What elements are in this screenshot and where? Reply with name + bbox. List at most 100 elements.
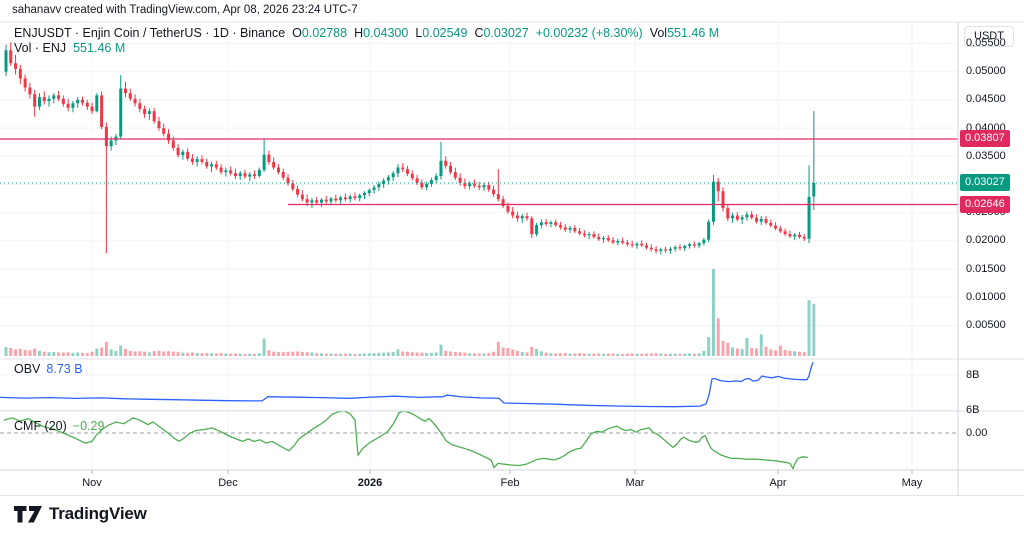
obv-indicator-legend[interactable]: OBV 8.73 B: [14, 362, 83, 376]
volume-bar: [726, 342, 730, 356]
candle-body: [716, 181, 720, 192]
candle-body: [501, 199, 505, 206]
symbol-title[interactable]: ENJUSDT · Enjin Coin / TetherUS · 1D · B…: [14, 26, 286, 40]
candle-body: [659, 249, 663, 252]
candle-body: [515, 215, 519, 219]
candle-body: [673, 247, 677, 249]
volume-bar: [305, 352, 309, 356]
candle-body: [124, 88, 127, 94]
ohlc-values: O0.02788 H0.04300 L0.02549 C0.03027: [285, 26, 529, 40]
cmf-indicator-title[interactable]: CMF (20): [14, 419, 67, 433]
candle-body: [582, 233, 586, 236]
candle-body: [530, 218, 534, 235]
candle-body: [28, 87, 32, 95]
volume-bar: [324, 353, 328, 356]
candle-body: [176, 147, 180, 156]
obv-indicator-title[interactable]: OBV: [14, 362, 41, 376]
candle-body: [697, 243, 701, 246]
candle-body: [678, 247, 682, 249]
volume-bar: [28, 350, 32, 356]
price-tick-label: 0.01500: [966, 262, 1006, 275]
candle-body: [544, 222, 548, 224]
candle-body: [157, 121, 161, 129]
candle-body: [224, 170, 228, 173]
volume-bar: [530, 347, 534, 356]
cmf-indicator-value: −0.29: [72, 419, 105, 433]
volume-bar: [238, 353, 242, 356]
volume-bar: [582, 353, 586, 356]
volume-bar: [319, 353, 323, 356]
symbol-legend[interactable]: ENJUSDT · Enjin Coin / TetherUS · 1D · B…: [14, 26, 719, 56]
volume-bar: [539, 351, 543, 356]
volume-bar: [315, 353, 319, 356]
candle-body: [439, 160, 443, 177]
tradingview-logo-icon: [14, 505, 42, 522]
time-tick-label: Apr: [769, 477, 787, 489]
candle-body: [133, 98, 137, 104]
time-tick-label: May: [901, 477, 923, 489]
volume-indicator-title[interactable]: Vol · ENJ: [14, 41, 67, 55]
candle-body: [597, 236, 601, 240]
volume-bar: [716, 318, 720, 356]
volume-bar: [190, 352, 194, 356]
cmf-indicator-legend[interactable]: CMF (20) −0.29: [14, 419, 104, 433]
candle-body: [635, 243, 639, 246]
volume-bar: [382, 352, 386, 356]
volume-bar: [167, 351, 171, 356]
volume-indicator-legend[interactable]: Vol · ENJ 551.46 M: [14, 41, 719, 56]
tradingview-logo-text: TradingView: [49, 504, 147, 523]
candle-body: [296, 189, 300, 195]
volume-bar: [100, 347, 104, 356]
volume-bar: [535, 348, 539, 356]
volume-bar: [692, 353, 696, 356]
volume-bar: [449, 351, 453, 356]
currency-unit-button[interactable]: USDT: [964, 26, 1014, 47]
time-axis[interactable]: Nov Dec 2026 Feb Mar Apr May: [0, 470, 958, 496]
symbol-legend-row1[interactable]: ENJUSDT · Enjin Coin / TetherUS · 1D · B…: [14, 26, 719, 41]
volume-bar: [463, 352, 467, 356]
candle-body: [152, 111, 156, 122]
volume-bar: [147, 352, 151, 356]
candle-body: [186, 151, 190, 159]
candle-body: [702, 239, 706, 244]
candle-body: [396, 167, 400, 174]
volume-bar: [85, 353, 89, 356]
candle-body: [410, 173, 414, 179]
volume-bar: [740, 348, 744, 356]
candle-body: [764, 218, 768, 223]
volume-bar: [721, 340, 725, 356]
volume-bar: [625, 353, 629, 356]
candle-body: [200, 159, 204, 162]
volume-bar: [477, 353, 481, 356]
candle-body: [444, 160, 448, 166]
volume-bar: [511, 349, 515, 356]
candle-body: [568, 227, 572, 230]
ohlc-letter: O: [292, 26, 302, 40]
volume-bar: [788, 350, 792, 356]
volume-bar: [549, 353, 553, 356]
candle-body: [668, 248, 672, 251]
volume-bar: [544, 352, 548, 356]
volume-bar: [205, 352, 209, 356]
ohlc-letter: C: [474, 26, 484, 40]
price-tick-label: 0.00500: [966, 319, 1006, 331]
tradingview-logo[interactable]: TradingView: [14, 504, 147, 524]
volume-bar: [76, 352, 80, 356]
candle-body: [539, 222, 543, 226]
volume-bar: [353, 353, 357, 356]
candle-body: [731, 215, 735, 219]
candle-body: [253, 174, 257, 177]
candle-body: [535, 225, 539, 235]
candle-body: [319, 199, 323, 203]
time-tick-label: Nov: [82, 477, 102, 489]
price-axis[interactable]: USDT 0.05500 0.05000 0.04500 0.04000 0.03500…: [958, 22, 1024, 496]
volume-bar: [754, 348, 758, 356]
candle-body: [616, 240, 620, 243]
candle-body: [453, 172, 457, 178]
candle-body: [797, 234, 801, 237]
price-tick-label: 0.05500: [966, 37, 1006, 49]
candle-body: [735, 215, 739, 220]
candle-body: [257, 169, 261, 177]
volume-bar: [735, 348, 739, 356]
